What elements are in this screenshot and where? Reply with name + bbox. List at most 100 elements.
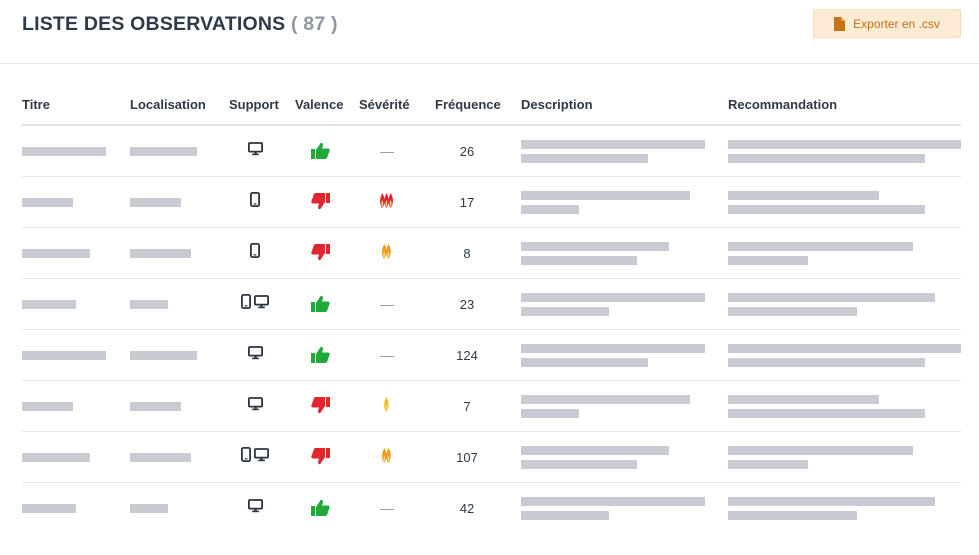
recommendation-placeholder bbox=[728, 307, 857, 316]
desktop-icon bbox=[247, 345, 263, 365]
frequency-value: 107 bbox=[456, 450, 478, 465]
column-header-support[interactable]: Support bbox=[229, 97, 279, 112]
description-placeholder bbox=[521, 511, 609, 520]
mobile-icon bbox=[249, 191, 260, 212]
recommendation-placeholder bbox=[728, 242, 913, 251]
recommendation-placeholder bbox=[728, 191, 879, 200]
mobile-icon bbox=[249, 242, 260, 263]
description-placeholder bbox=[521, 154, 648, 163]
location-placeholder bbox=[130, 147, 197, 156]
support-cell bbox=[229, 191, 281, 212]
page-title-text: LISTE DES OBSERVATIONS bbox=[22, 13, 286, 35]
description-placeholder bbox=[521, 497, 705, 506]
mobile-icon bbox=[240, 446, 251, 467]
recommendation-placeholder bbox=[728, 358, 925, 367]
support-cell bbox=[229, 345, 281, 365]
table-header: Titre Localisation Support Valence Sévér… bbox=[22, 80, 961, 126]
desktop-icon bbox=[253, 447, 269, 467]
table-row[interactable]: 42 bbox=[22, 483, 961, 534]
severity-none-dash bbox=[380, 509, 394, 510]
description-placeholder bbox=[521, 205, 579, 214]
table-row[interactable]: 17 bbox=[22, 177, 961, 228]
column-header-recommandation[interactable]: Recommandation bbox=[728, 97, 838, 112]
recommendation-placeholder bbox=[728, 344, 961, 353]
location-placeholder bbox=[130, 198, 181, 207]
severity-none-dash bbox=[380, 305, 394, 306]
recommendation-placeholder bbox=[728, 293, 935, 302]
desktop-icon bbox=[253, 294, 269, 314]
recommendation-placeholder bbox=[728, 205, 925, 214]
thumbs-down-icon bbox=[309, 447, 331, 466]
title-placeholder bbox=[22, 351, 106, 360]
thumbs-down-icon bbox=[309, 243, 331, 262]
frequency-value: 8 bbox=[463, 246, 471, 261]
mobile-icon bbox=[240, 293, 251, 314]
export-csv-button[interactable]: Exporter en .csv bbox=[813, 9, 961, 38]
recommendation-placeholder bbox=[728, 140, 961, 149]
location-placeholder bbox=[130, 504, 168, 513]
location-placeholder bbox=[130, 300, 168, 309]
column-header-description[interactable]: Description bbox=[521, 97, 593, 112]
frequency-value: 17 bbox=[459, 195, 475, 210]
description-placeholder bbox=[521, 358, 648, 367]
recommendation-placeholder bbox=[728, 497, 935, 506]
description-placeholder bbox=[521, 191, 690, 200]
table-body: 26 17 8 23 124 7 107 42 bbox=[22, 126, 961, 534]
table-row[interactable]: 8 bbox=[22, 228, 961, 279]
description-placeholder bbox=[521, 446, 669, 455]
title-placeholder bbox=[22, 300, 76, 309]
description-placeholder bbox=[521, 307, 609, 316]
support-cell bbox=[229, 141, 281, 160]
thumbs-up-icon bbox=[309, 294, 331, 313]
description-placeholder bbox=[521, 395, 690, 404]
severity-flame-icon bbox=[374, 446, 400, 465]
frequency-value: 23 bbox=[459, 297, 475, 312]
thumbs-down-icon bbox=[309, 396, 331, 415]
column-header-valence[interactable]: Valence bbox=[295, 97, 344, 112]
title-placeholder bbox=[22, 402, 73, 411]
frequency-value: 26 bbox=[459, 144, 475, 159]
title-placeholder bbox=[22, 453, 90, 462]
observation-count: ( 87 ) bbox=[290, 13, 338, 35]
table-row[interactable]: 124 bbox=[22, 330, 961, 381]
description-placeholder bbox=[521, 256, 637, 265]
title-placeholder bbox=[22, 198, 73, 207]
support-cell bbox=[229, 396, 281, 416]
title-placeholder bbox=[22, 147, 106, 156]
file-icon bbox=[834, 16, 846, 31]
thumbs-down-icon bbox=[309, 192, 331, 211]
table-row[interactable]: 107 bbox=[22, 432, 961, 483]
table-row[interactable]: 26 bbox=[22, 126, 961, 177]
desktop-icon bbox=[247, 498, 263, 518]
description-placeholder bbox=[521, 409, 579, 418]
export-csv-label: Exporter en .csv bbox=[853, 16, 940, 31]
description-placeholder bbox=[521, 460, 637, 469]
support-cell bbox=[229, 498, 281, 518]
recommendation-placeholder bbox=[728, 460, 808, 469]
title-placeholder bbox=[22, 249, 90, 258]
recommendation-placeholder bbox=[728, 511, 857, 520]
location-placeholder bbox=[130, 351, 197, 360]
thumbs-up-icon bbox=[309, 498, 331, 517]
severity-flame-icon bbox=[374, 242, 400, 261]
location-placeholder bbox=[130, 453, 191, 462]
severity-flame-icon bbox=[374, 191, 400, 210]
thumbs-up-icon bbox=[309, 345, 331, 364]
recommendation-placeholder bbox=[728, 395, 879, 404]
page-title: LISTE DES OBSERVATIONS ( 87 ) bbox=[22, 13, 338, 36]
frequency-value: 124 bbox=[456, 348, 478, 363]
column-header-localisation[interactable]: Localisation bbox=[130, 97, 206, 112]
table-row[interactable]: 23 bbox=[22, 279, 961, 330]
column-header-frequence[interactable]: Fréquence bbox=[435, 97, 501, 112]
column-header-severite[interactable]: Sévérité bbox=[359, 97, 410, 112]
thumbs-up-icon bbox=[309, 141, 331, 160]
column-header-titre[interactable]: Titre bbox=[22, 97, 50, 112]
frequency-value: 7 bbox=[463, 399, 471, 414]
location-placeholder bbox=[130, 249, 191, 258]
desktop-icon bbox=[247, 396, 263, 416]
table-row[interactable]: 7 bbox=[22, 381, 961, 432]
support-cell bbox=[229, 446, 281, 467]
description-placeholder bbox=[521, 242, 669, 251]
support-cell bbox=[229, 242, 281, 263]
recommendation-placeholder bbox=[728, 409, 925, 418]
